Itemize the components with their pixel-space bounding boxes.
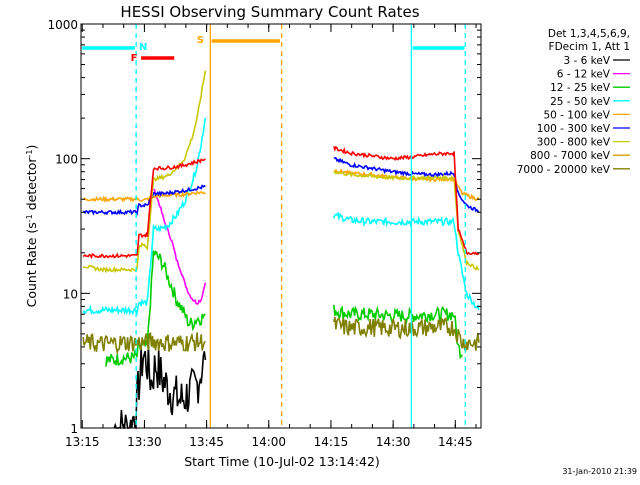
legend-label: 12 - 25 keV (550, 82, 611, 94)
legend-label: 100 - 300 keV (537, 123, 611, 135)
x-tick-label: 14:00 (251, 435, 286, 449)
legend-label: 3 - 6 keV (563, 55, 610, 67)
series-line-100-300-kev (82, 184, 206, 216)
legend: Det 1,3,4,5,6,9, FDecim 1, Att 1 3 - 6 k… (517, 28, 630, 176)
plot-frame (80, 23, 482, 429)
series-line-300-800-kev-seg2 (333, 170, 480, 271)
series-line-6-12-kev (153, 188, 207, 305)
legend-label: 6 - 12 keV (557, 69, 611, 81)
series-line-7000-20000-kev-seg2 (333, 316, 480, 352)
legend-label: 7000 - 20000 keV (517, 164, 611, 176)
x-tick-label: 14:15 (314, 435, 349, 449)
marker-label-f: F (131, 53, 138, 64)
legend-label: 25 - 50 keV (550, 96, 611, 108)
x-tick-label: 13:15 (65, 435, 100, 449)
series-line-25-50-kev-seg2 (333, 211, 480, 311)
legend-label: 300 - 800 keV (537, 137, 611, 149)
series-line-red-series (82, 158, 206, 260)
series-line-red-series-seg2 (333, 145, 480, 256)
x-axis-label: Start Time (10-Jul-02 13:14:42) (184, 454, 380, 469)
series-line-12-25-kev-seg2 (333, 304, 463, 360)
y-axis-label: Count Rate (s-1 detector-1) (24, 145, 39, 308)
y-tick-label: 1000 (47, 18, 78, 32)
marker-label-n: N (139, 42, 147, 53)
y-tick-label: 1 (70, 422, 78, 436)
series-line-50-100-kev (82, 190, 206, 203)
chart-title: HESSI Observing Summary Count Rates (120, 3, 419, 21)
x-tick-label: 13:30 (127, 435, 162, 449)
y-tick-label: 100 (55, 153, 78, 167)
legend-header-1: Det 1,3,4,5,6,9, (548, 28, 630, 40)
marker-label-s: S (197, 35, 204, 46)
series-line-7000-20000-kev (82, 331, 206, 356)
series-line-12-25-kev (105, 250, 206, 367)
legend-header-2: FDecim 1, Att 1 (549, 41, 630, 53)
y-tick-label: 10 (63, 287, 78, 301)
x-tick-label: 14:30 (376, 435, 411, 449)
series-layer (82, 70, 480, 430)
x-tick-label: 14:45 (438, 435, 473, 449)
legend-label: 50 - 100 keV (543, 109, 610, 121)
x-tick-label: 13:45 (189, 435, 224, 449)
legend-label: 800 - 7000 keV (530, 150, 611, 162)
timestamp: 31-Jan-2010 21:39 (562, 467, 637, 476)
series-line-300-800-kev (82, 70, 207, 274)
series-line-25-50-kev (82, 117, 207, 316)
